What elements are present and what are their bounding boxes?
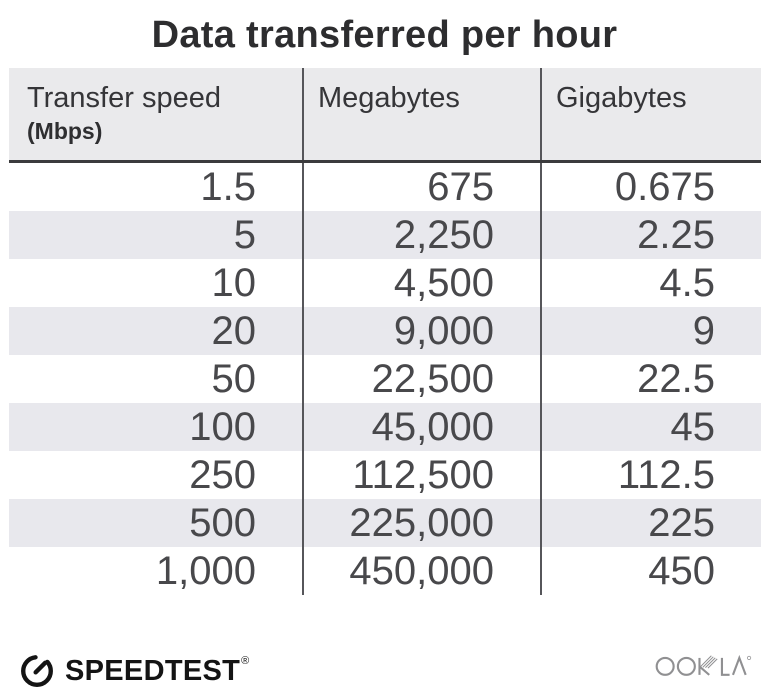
- speedtest-wordmark: SPEEDTEST: [65, 654, 241, 687]
- table-header-row: Transfer speed (Mbps) Megabytes Gigabyte…: [9, 68, 761, 163]
- ookla-wordmark-icon: [655, 654, 752, 676]
- table-cell-speed: 500: [189, 501, 256, 545]
- column-header-label: Transfer speed: [27, 82, 221, 114]
- table-cell-megabytes: 450,000: [302, 547, 540, 595]
- column-header-label: Megabytes: [318, 82, 460, 114]
- footer: SPEEDTEST ®: [0, 646, 769, 692]
- column-header-unit: (Mbps): [27, 118, 103, 144]
- column-header-gigabytes: Gigabytes: [540, 68, 761, 160]
- ookla-logo: [655, 647, 755, 684]
- table-cell-gigabytes: 112.5: [540, 451, 761, 499]
- table-cell-megabytes: 9,000: [302, 307, 540, 355]
- table-cell-speed: 1,000: [155, 549, 256, 593]
- column-header-megabytes: Megabytes: [302, 68, 540, 160]
- table-cell-gigabytes: 22.5: [540, 355, 761, 403]
- table-cell-megabytes: 675: [302, 163, 540, 211]
- table-row: 500 225,000 225: [9, 499, 761, 547]
- table-cell-gigabytes: 9: [540, 307, 761, 355]
- data-table: Transfer speed (Mbps) Megabytes Gigabyte…: [9, 68, 761, 595]
- column-header-label: Gigabytes: [556, 82, 687, 114]
- table-body: 1.5 675 0.675 5 2,250 2.25 10 4,500 4.5 …: [9, 163, 761, 595]
- registered-trademark-icon: ®: [241, 655, 250, 667]
- column-header-transfer-speed: Transfer speed (Mbps): [9, 68, 302, 160]
- table-cell-speed: 20: [211, 309, 257, 353]
- table-cell-gigabytes: 4.5: [540, 259, 761, 307]
- table-row: 10 4,500 4.5: [9, 259, 761, 307]
- table-cell-gigabytes: 0.675: [540, 163, 761, 211]
- table-row: 1,000 450,000 450: [9, 547, 761, 595]
- table-row: 1.5 675 0.675: [9, 163, 761, 211]
- table-cell-gigabytes: 2.25: [540, 211, 761, 259]
- table-cell-speed: 250: [189, 453, 256, 497]
- speedtest-logo: SPEEDTEST ®: [18, 652, 250, 690]
- table-cell-speed: 1.5: [200, 165, 256, 209]
- table-cell-megabytes: 4,500: [302, 259, 540, 307]
- table-row: 5 2,250 2.25: [9, 211, 761, 259]
- table-cell-gigabytes: 45: [540, 403, 761, 451]
- table-cell-megabytes: 225,000: [302, 499, 540, 547]
- table-row: 20 9,000 9: [9, 307, 761, 355]
- table-cell-megabytes: 2,250: [302, 211, 540, 259]
- table-row: 100 45,000 45: [9, 403, 761, 451]
- table-cell-megabytes: 45,000: [302, 403, 540, 451]
- page-title: Data transferred per hour: [151, 14, 618, 56]
- table-cell-speed: 100: [189, 405, 256, 449]
- speedtest-gauge-icon: [21, 655, 53, 687]
- table-cell-gigabytes: 225: [540, 499, 761, 547]
- table-cell-speed: 50: [211, 357, 257, 401]
- table-row: 50 22,500 22.5: [9, 355, 761, 403]
- table-cell-megabytes: 112,500: [302, 451, 540, 499]
- table-cell-speed: 5: [233, 213, 256, 257]
- table-cell-speed: 10: [211, 261, 257, 305]
- table-cell-megabytes: 22,500: [302, 355, 540, 403]
- table-row: 250 112,500 112.5: [9, 451, 761, 499]
- table-cell-gigabytes: 450: [540, 547, 761, 595]
